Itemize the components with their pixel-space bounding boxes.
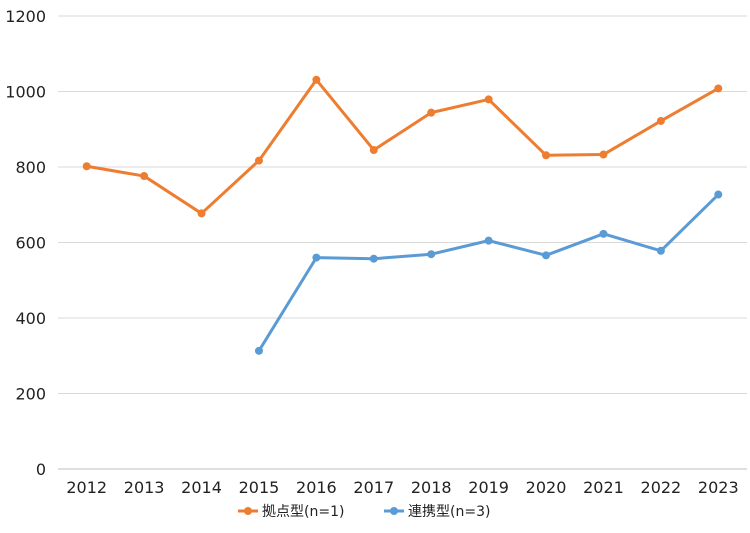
data-point: [599, 150, 608, 159]
data-point: [542, 251, 551, 260]
data-point: [484, 95, 493, 104]
legend: 拠点型(n=1) 連携型(n=3): [238, 504, 490, 520]
gridlines: [58, 15, 747, 470]
series-line: [257, 193, 720, 353]
x-tick-label: 2019: [468, 478, 509, 497]
data-point: [714, 190, 723, 199]
y-tick-label: 600: [15, 234, 46, 253]
series-2: [254, 190, 723, 355]
data-point: [254, 156, 263, 165]
data-point: [197, 209, 206, 218]
legend-swatch-marker: [390, 507, 398, 515]
data-point: [714, 84, 723, 93]
x-tick-label: 2018: [411, 478, 452, 497]
series-line: [85, 78, 720, 215]
data-point: [599, 229, 608, 238]
series-1: [82, 75, 723, 218]
data-point: [254, 346, 263, 355]
y-tick-label: 1000: [5, 83, 46, 102]
x-tick-label: 2014: [181, 478, 222, 497]
x-tick-label: 2021: [583, 478, 624, 497]
data-point: [312, 75, 321, 84]
legend-item: 連携型(n=3): [384, 504, 490, 520]
data-point: [82, 162, 91, 171]
x-tick-label: 2022: [641, 478, 682, 497]
legend-label: 拠点型(n=1): [262, 504, 344, 520]
data-point: [140, 172, 149, 181]
data-point: [542, 151, 551, 160]
data-point: [656, 246, 665, 255]
y-tick-label: 800: [15, 158, 46, 177]
legend-swatch-marker: [244, 507, 252, 515]
x-axis: 2012 2013 2014 2015 2016 2017 2018 2019 2020 2021…: [66, 478, 738, 497]
x-tick-label: 2013: [124, 478, 165, 497]
y-tick-label: 400: [15, 309, 46, 328]
data-point: [484, 236, 493, 245]
x-tick-label: 2016: [296, 478, 337, 497]
data-point: [369, 146, 378, 155]
y-tick-label: 200: [15, 385, 46, 404]
data-point: [369, 254, 378, 263]
y-tick-label: 1200: [5, 7, 46, 26]
legend-label: 連携型(n=3): [408, 504, 490, 520]
data-point: [427, 108, 436, 117]
data-point: [312, 253, 321, 262]
data-point: [427, 250, 436, 259]
y-tick-label: 0: [36, 460, 46, 479]
x-tick-label: 2023: [698, 478, 739, 497]
x-tick-label: 2012: [66, 478, 107, 497]
series-lines: [82, 75, 723, 355]
data-point: [656, 116, 665, 125]
x-tick-label: 2015: [239, 478, 280, 497]
x-tick-label: 2020: [526, 478, 567, 497]
x-tick-label: 2017: [353, 478, 394, 497]
legend-item: 拠点型(n=1): [238, 504, 344, 520]
y-axis: 0 200 400 600 800 1000 1200: [5, 7, 46, 479]
